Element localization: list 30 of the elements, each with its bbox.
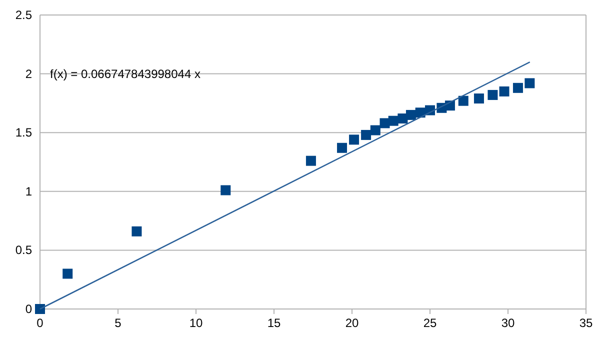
point bbox=[361, 130, 372, 140]
point bbox=[132, 226, 142, 236]
point bbox=[370, 125, 380, 136]
point bbox=[349, 134, 360, 145]
y-tick-label: 1 bbox=[25, 184, 32, 198]
x-tick-label: 5 bbox=[114, 316, 122, 330]
point bbox=[458, 96, 468, 106]
point bbox=[488, 90, 498, 100]
x-tick-label: 25 bbox=[423, 316, 437, 330]
y-tick-label: 2.5 bbox=[15, 8, 32, 22]
y-tick-label: 1.5 bbox=[15, 126, 32, 140]
annotation: f(x) = 0.066747843998044 x bbox=[50, 66, 200, 81]
point bbox=[35, 304, 45, 314]
point bbox=[62, 268, 73, 279]
x-tick-label: 0 bbox=[36, 316, 44, 330]
x-tick-label: 20 bbox=[345, 316, 359, 330]
x-tick-label: 30 bbox=[501, 316, 515, 330]
y-tick-label: 2 bbox=[25, 66, 32, 81]
x-tick-label: 15 bbox=[267, 316, 281, 330]
point bbox=[306, 156, 316, 166]
y-tick-label: 0 bbox=[25, 302, 32, 316]
point bbox=[524, 78, 535, 88]
point bbox=[337, 142, 348, 153]
x-tick-label: 35 bbox=[579, 316, 593, 330]
point bbox=[474, 93, 484, 104]
point bbox=[512, 82, 523, 93]
point bbox=[499, 86, 510, 96]
x-tick-label: 10 bbox=[189, 316, 203, 330]
y-tick-label: 0.5 bbox=[15, 243, 32, 258]
point bbox=[220, 185, 231, 196]
